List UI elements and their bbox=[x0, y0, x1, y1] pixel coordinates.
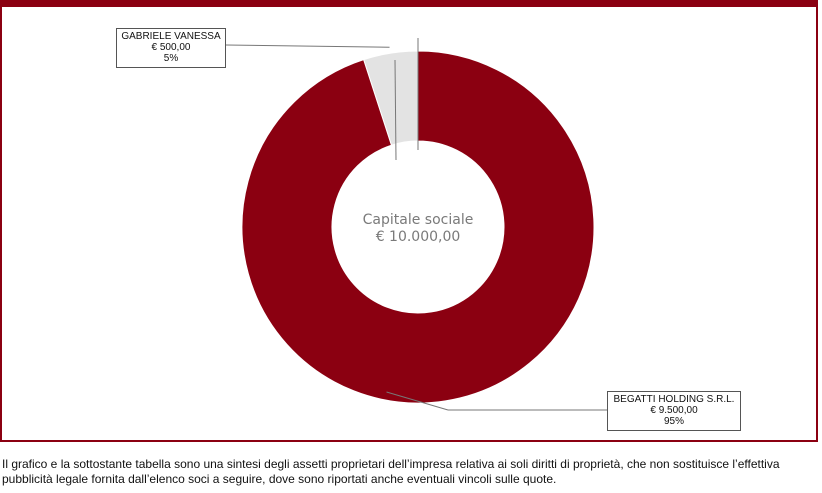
donut-slice-1 bbox=[241, 50, 595, 404]
slice-guide-line bbox=[394, 59, 397, 161]
center-label-amount: € 10.000,00 bbox=[375, 229, 461, 245]
center-label-title: Capitale sociale bbox=[362, 212, 474, 228]
chart-footnote: Il grafico e la sottostante tabella sono… bbox=[2, 457, 780, 486]
slice-label-gabriele-vanessa: GABRIELE VANESSA € 500,00 5% bbox=[116, 28, 226, 68]
slice-label-amount: € 500,00 bbox=[151, 42, 191, 53]
slice-label-amount: € 9.500,00 bbox=[650, 405, 698, 416]
center-label: Capitale sociale € 10.000,00 bbox=[318, 212, 518, 246]
slice-label-name: GABRIELE VANESSA bbox=[121, 31, 221, 42]
slice-label-percent: 95% bbox=[663, 416, 684, 427]
top-border-bar bbox=[0, 0, 818, 7]
leader-line-begatti-holding bbox=[386, 391, 449, 411]
slice-label-percent: 5% bbox=[163, 53, 179, 64]
chart-frame bbox=[0, 0, 818, 442]
slice-label-begatti-holding: BEGATTI HOLDING S.R.L. € 9.500,00 95% bbox=[607, 391, 741, 431]
slice-label-name: BEGATTI HOLDING S.R.L. bbox=[613, 394, 735, 405]
leader-line-gabriele-vanessa bbox=[225, 44, 390, 48]
